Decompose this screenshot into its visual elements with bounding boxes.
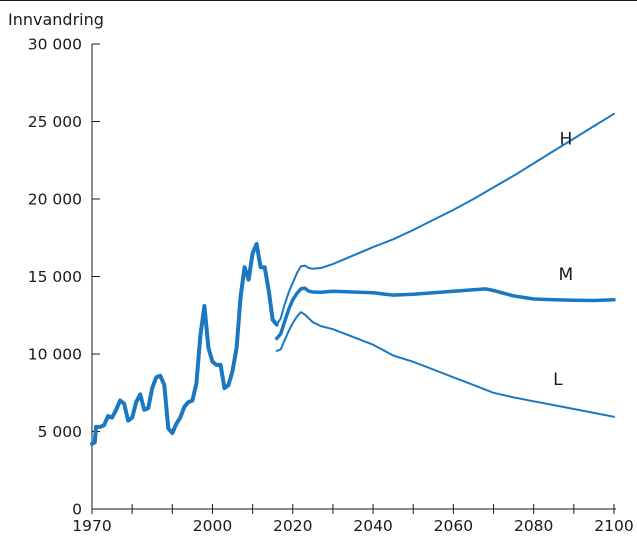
series-lines	[90, 112, 616, 446]
x-tick-label: 2020	[273, 517, 312, 535]
series-labels: H M L	[553, 130, 573, 390]
x-tick-label: 2080	[514, 517, 553, 535]
y-tick-label: 0	[72, 501, 82, 519]
series-line-h	[275, 112, 615, 326]
series-label-l: L	[553, 370, 563, 390]
x-tick-label: 2100	[594, 517, 633, 535]
series-label-h: H	[559, 130, 572, 150]
series-line-m	[274, 286, 616, 341]
series-label-m: M	[559, 265, 574, 285]
y-tick-label: 20 000	[28, 191, 82, 209]
y-axis-label: Innvandring	[8, 10, 104, 29]
x-tick-label: 2060	[434, 517, 473, 535]
series-line-l	[275, 311, 615, 418]
y-tick-label: 25 000	[28, 113, 82, 131]
x-tick-label: 2040	[353, 517, 392, 535]
y-tick-label: 10 000	[28, 346, 82, 364]
series-line-historical	[90, 242, 279, 446]
y-tick-label: 5 000	[38, 423, 82, 441]
x-tick-label: 1970	[72, 517, 111, 535]
y-tick-label: 15 000	[28, 268, 82, 286]
axes: 0 5 000 10 000 15 000 20 000 25 000 30 000 1970…	[28, 36, 634, 536]
x-tick-label: 2000	[193, 517, 232, 535]
y-tick-label: 30 000	[28, 36, 82, 54]
top-rule	[0, 0, 637, 1]
